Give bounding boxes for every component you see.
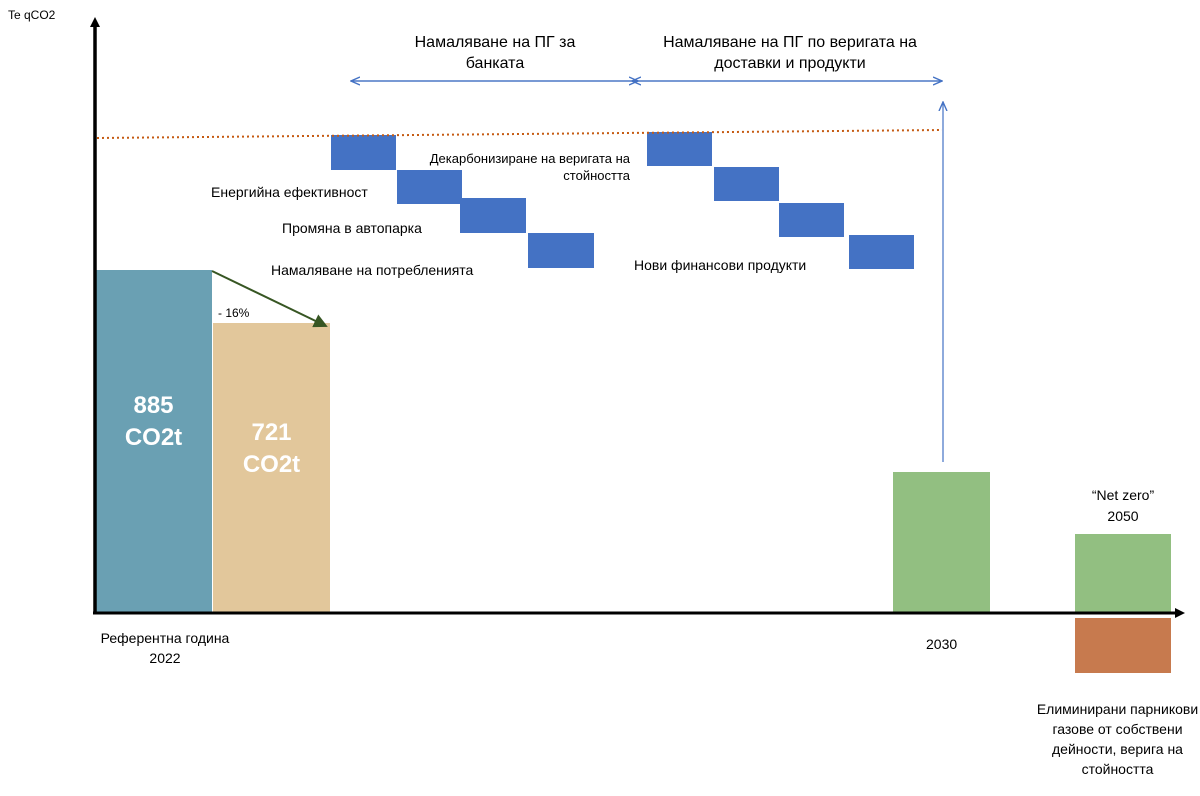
bar-eliminated: [1075, 618, 1171, 673]
measure-block: [331, 135, 396, 170]
measure-label: Намаляване на потребленията: [271, 262, 474, 278]
measure-label: Промяна в автопарка: [282, 220, 422, 236]
y-axis-label: Te qCO2: [8, 8, 56, 22]
bar-value: 721: [251, 419, 292, 446]
bar-unit: CO2t: [124, 424, 183, 451]
x-label-2030: 2030: [926, 636, 958, 652]
bar-unit: CO2t: [242, 451, 301, 478]
bar-reference-2022: [95, 270, 212, 612]
x-label-reference: Референтна година 2022: [100, 630, 230, 666]
reduction-arrow: [211, 270, 328, 328]
phase-title-bank: Намаляване на ПГ за банката: [414, 34, 576, 72]
reduction-label: - 16%: [218, 306, 250, 320]
measure-block: [397, 170, 462, 204]
target-dotted-line: [96, 129, 943, 139]
phase-title-supply: Намаляване на ПГ по веригата на доставки…: [663, 34, 917, 72]
measure-block: [528, 233, 594, 268]
measure-block: [849, 235, 914, 269]
bar-value: 885: [133, 392, 174, 419]
measure-block: [779, 203, 844, 237]
eliminated-label: Елиминирани парникови газове от собствен…: [1036, 701, 1199, 777]
measure-block: [647, 132, 712, 166]
measure-label: Енергийна ефективност: [211, 184, 368, 200]
bar-721: [213, 323, 330, 612]
bar-net-zero: [1075, 534, 1171, 612]
bar-value-label: 885 CO2t: [95, 390, 212, 454]
measure-label: Нови финансови продукти: [634, 257, 807, 273]
bar-value-label: 721 CO2t: [213, 417, 330, 481]
measure-block: [460, 198, 526, 233]
measure-label: Декарбонизиране на веригата на стойностт…: [429, 151, 630, 183]
measure-block: [714, 167, 779, 201]
net-zero-year: 2050: [1107, 508, 1139, 524]
net-zero-title: “Net zero”: [1091, 487, 1155, 503]
bar-2030: [893, 472, 990, 612]
